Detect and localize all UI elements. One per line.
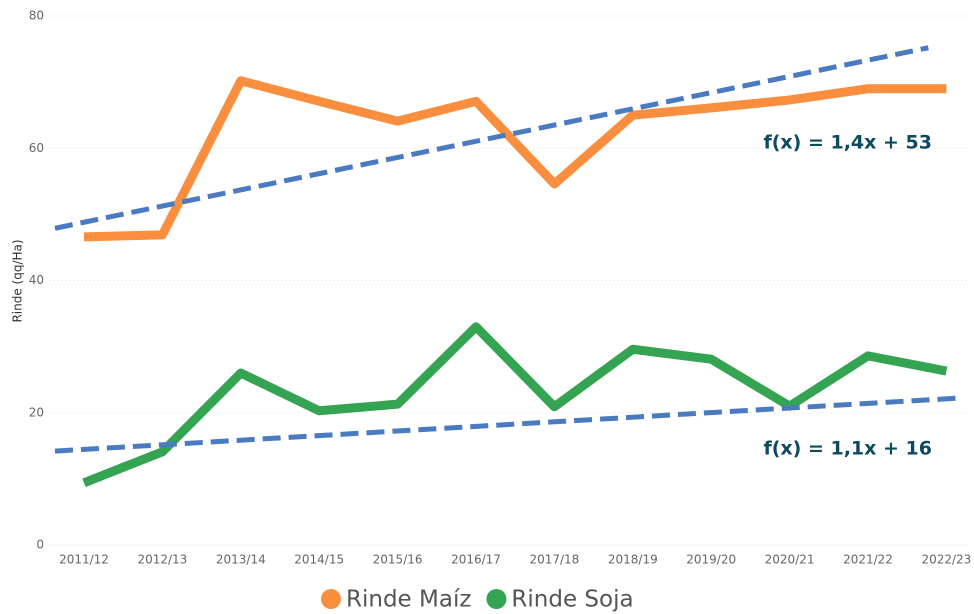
trend-annotation: f(x) = 1,1x + 16 <box>763 438 932 460</box>
y-tick-label: 80 <box>29 9 44 23</box>
x-tick-label: 2021/22 <box>843 553 893 567</box>
x-tick-label: 2013/14 <box>216 553 266 567</box>
trend-line <box>54 45 929 231</box>
x-tick-label: 2014/15 <box>294 553 344 567</box>
x-tick-label: 2019/20 <box>686 553 736 567</box>
series-line <box>83 76 947 242</box>
y-tick-label: 20 <box>29 405 44 419</box>
legend-marker <box>321 589 341 609</box>
x-tick-label: 2018/19 <box>608 553 658 567</box>
x-tick-label: 2020/21 <box>765 553 815 567</box>
legend-marker <box>486 589 507 609</box>
x-tick-label: 2017/18 <box>529 553 579 567</box>
x-tick-label: 2016/17 <box>451 553 501 567</box>
y-tick-label: 60 <box>29 141 44 155</box>
x-tick-label: 2012/13 <box>137 553 187 567</box>
y-tick-label: 40 <box>29 273 44 287</box>
x-tick-label: 2011/12 <box>59 553 109 567</box>
trend-annotation: f(x) = 1,4x + 53 <box>763 132 932 154</box>
series-line <box>82 322 948 488</box>
y-tick-label: 0 <box>36 538 44 552</box>
legend-label: Rinde Maíz <box>346 587 471 613</box>
x-tick-label: 2015/16 <box>373 553 423 567</box>
trend-line <box>54 395 957 454</box>
y-axis-label: Rinde (qq/Ha) <box>11 239 25 322</box>
x-tick-label: 2022/23 <box>921 553 971 567</box>
legend-label: Rinde Soja <box>511 587 633 613</box>
